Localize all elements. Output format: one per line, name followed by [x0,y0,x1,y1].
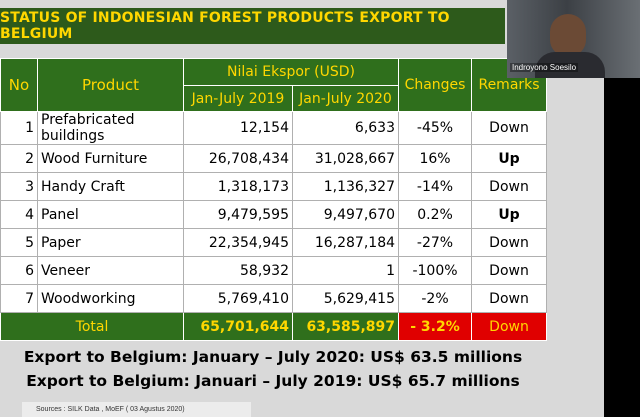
row-product: Veneer [37,256,184,285]
summary-line-2020: Export to Belgium: January – July 2020: … [23,348,523,366]
participant-video-tile[interactable]: Indroyono Soesilo [507,0,640,78]
row-no: 3 [0,172,38,201]
row-product: Handy Craft [37,172,184,201]
row-remark: Down [471,111,548,145]
header-period-2019: Jan-July 2019 [183,85,293,112]
row-change: -2% [398,284,473,313]
row-value-2020: 5,629,415 [291,284,400,313]
total-value-2020: 63,585,897 [291,312,400,341]
table-row: 7 Woodworking 5,769,410 5,629,415 -2% Do… [0,284,548,313]
row-no: 7 [0,284,38,313]
row-value-2020: 9,497,670 [291,200,400,229]
row-product: Wood Furniture [37,144,184,173]
row-value-2019: 9,479,595 [183,200,293,229]
header-period-2020: Jan-July 2020 [291,85,400,112]
row-no: 4 [0,200,38,229]
row-change: -14% [398,172,473,201]
row-remark: Up [471,200,548,229]
table-row: 3 Handy Craft 1,318,173 1,136,327 -14% D… [0,172,548,201]
row-change: -100% [398,256,473,285]
screen-share-border [604,78,640,417]
participant-name-label: Indroyono Soesilo [510,63,579,72]
row-value-2020: 1 [291,256,400,285]
row-change: -45% [398,111,473,145]
row-value-2020: 16,287,184 [291,228,400,257]
row-value-2019: 5,769,410 [183,284,293,313]
row-change: 16% [398,144,473,173]
total-value-2019: 65,701,644 [183,312,293,341]
header-product: Product [37,58,184,112]
row-value-2019: 22,354,945 [183,228,293,257]
table-row: 4 Panel 9,479,595 9,497,670 0.2% Up [0,200,548,229]
row-remark: Down [471,284,548,313]
total-remark: Down [471,312,548,341]
participant-head [550,14,586,56]
row-no: 6 [0,256,38,285]
slide-title: STATUS OF INDONESIAN FOREST PRODUCTS EXP… [0,10,450,42]
export-table: No Product Nilai Ekspor (USD) Changes Re… [0,58,548,341]
table-total-row: Total 65,701,644 63,585,897 - 3.2% Down [0,312,548,341]
table-row: 1 Prefabricated buildings 12,154 6,633 -… [0,111,548,145]
table-row: 2 Wood Furniture 26,708,434 31,028,667 1… [0,144,548,173]
row-value-2020: 6,633 [291,111,400,145]
row-product: Woodworking [37,284,184,313]
row-change: 0.2% [398,200,473,229]
total-label: Total [0,312,184,341]
summary-line-2019: Export to Belgium: Januari – July 2019: … [26,372,520,390]
table-row: 6 Veneer 58,932 1 -100% Down [0,256,548,285]
row-remark: Up [471,144,548,173]
total-change: - 3.2% [398,312,473,341]
row-remark: Down [471,256,548,285]
slide-title-bar: STATUS OF INDONESIAN FOREST PRODUCTS EXP… [0,8,505,44]
row-no: 5 [0,228,38,257]
header-value-group: Nilai Ekspor (USD) [182,58,400,86]
row-value-2019: 58,932 [183,256,293,285]
row-remark: Down [471,228,548,257]
row-value-2019: 26,708,434 [183,144,293,173]
header-changes: Changes [398,58,473,112]
row-no: 2 [0,144,38,173]
row-value-2020: 1,136,327 [291,172,400,201]
row-change: -27% [398,228,473,257]
source-note: Sources : SILK Data , MoEF ( 03 Agustus … [22,402,251,417]
row-product: Panel [37,200,184,229]
row-product: Paper [37,228,184,257]
summary-text: Export to Belgium: January – July 2020: … [0,345,546,393]
row-value-2019: 12,154 [183,111,293,145]
row-remark: Down [471,172,548,201]
participant-body [535,52,605,78]
row-value-2019: 1,318,173 [183,172,293,201]
row-value-2020: 31,028,667 [291,144,400,173]
row-no: 1 [0,111,38,145]
row-product: Prefabricated buildings [37,111,184,145]
header-no: No [0,58,38,112]
table-row: 5 Paper 22,354,945 16,287,184 -27% Down [0,228,548,257]
